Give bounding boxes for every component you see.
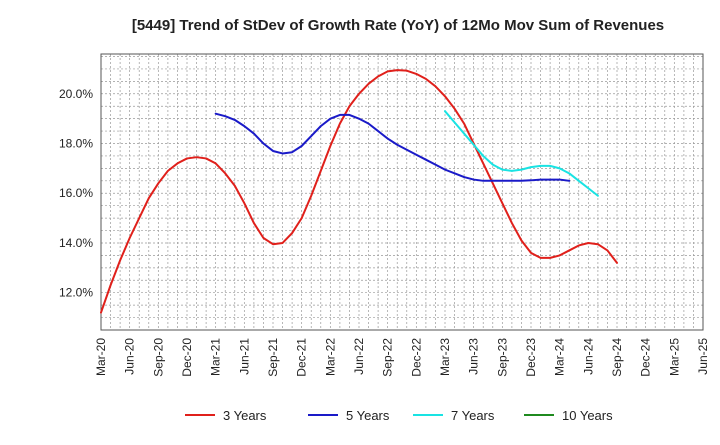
chart-title: [5449] Trend of StDev of Growth Rate (Yo…	[132, 17, 664, 34]
series-line-3-years	[100, 69, 618, 314]
legend-label-10-years: 10 Years	[562, 408, 613, 423]
x-tick-label: Dec-24	[639, 338, 653, 377]
y-tick-label: 18.0%	[59, 137, 93, 151]
y-tick-label: 12.0%	[59, 286, 93, 300]
x-tick-label: Jun-25	[696, 338, 710, 375]
y-axis: 12.0% 14.0% 16.0% 18.0% 20.0%	[59, 87, 93, 300]
series-line-7-years	[444, 110, 599, 197]
x-tick-label: Dec-23	[524, 338, 538, 377]
grid	[101, 54, 703, 331]
legend-label-7-years: 7 Years	[451, 408, 495, 423]
x-tick-label: Dec-21	[295, 338, 309, 377]
x-tick-label: Dec-20	[180, 338, 194, 377]
x-axis: Mar-20 Jun-20 Sep-20 Dec-20 Mar-21 Jun-21 Sep-…	[94, 338, 710, 377]
x-tick-label: Dec-22	[409, 338, 423, 377]
plot-area-frame	[100, 53, 704, 331]
y-tick-label: 16.0%	[59, 186, 93, 200]
x-tick-label: Sep-23	[495, 338, 509, 377]
x-tick-label: Jun-23	[467, 338, 481, 375]
x-tick-label: Jun-24	[581, 338, 595, 375]
x-tick-label: Sep-24	[610, 338, 624, 377]
x-tick-label: Jun-22	[352, 338, 366, 375]
series-line-5-years	[214, 112, 571, 182]
legend: 3 Years 5 Years 7 Years 10 Years	[185, 408, 613, 423]
x-tick-label: Jun-20	[123, 338, 137, 375]
legend-label-5-years: 5 Years	[346, 408, 390, 423]
x-tick-label: Mar-20	[94, 338, 108, 376]
x-tick-label: Mar-23	[438, 338, 452, 376]
legend-label-3-years: 3 Years	[223, 408, 267, 423]
x-tick-label: Mar-24	[553, 338, 567, 376]
series-layer	[100, 69, 618, 314]
x-tick-label: Sep-21	[266, 338, 280, 377]
y-tick-label: 20.0%	[59, 87, 93, 101]
y-tick-label: 14.0%	[59, 236, 93, 250]
x-tick-label: Mar-22	[323, 338, 337, 376]
x-tick-label: Mar-21	[209, 338, 223, 376]
x-tick-label: Mar-25	[667, 338, 681, 376]
x-tick-label: Sep-22	[381, 338, 395, 377]
x-tick-label: Sep-20	[151, 338, 165, 377]
x-tick-label: Jun-21	[237, 338, 251, 375]
